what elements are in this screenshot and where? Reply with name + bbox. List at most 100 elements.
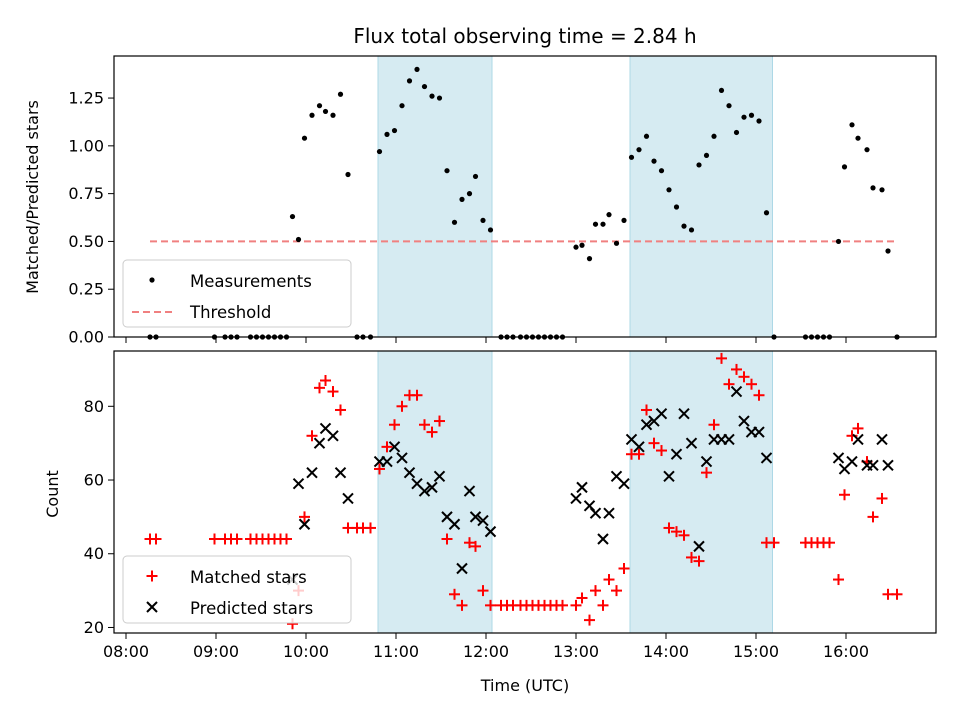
matched-star-point xyxy=(320,374,331,386)
measurement-point xyxy=(330,112,336,118)
predicted-star-point xyxy=(633,441,645,453)
y-tick-label: 0.75 xyxy=(68,184,104,203)
measurement-point xyxy=(681,223,687,229)
x-stroke-b xyxy=(342,492,354,505)
measurement-point xyxy=(376,148,383,155)
measurement-point xyxy=(651,158,657,164)
x-stroke-b xyxy=(441,511,453,523)
measurement-point xyxy=(345,171,351,178)
x-stroke-b xyxy=(876,433,888,446)
predicted-star-point xyxy=(882,459,894,471)
x-tick-label: 14:00 xyxy=(643,642,689,661)
x-stroke-b xyxy=(603,507,615,519)
measurement-point xyxy=(613,240,620,246)
y-tick-label: 0.25 xyxy=(68,280,104,299)
measurement-point xyxy=(472,173,479,180)
predicted-star-point xyxy=(313,437,326,449)
measurement-point xyxy=(733,129,740,136)
measurement-point xyxy=(451,219,458,225)
x-stroke-b xyxy=(583,500,596,512)
matched-star-point xyxy=(590,585,601,597)
measurement-point xyxy=(573,244,579,250)
matched-star-point xyxy=(701,467,712,479)
matched-star-point xyxy=(456,599,468,611)
measurement-point xyxy=(289,213,296,220)
matched-star-point xyxy=(411,389,423,401)
measurement-point xyxy=(586,256,593,262)
matched-star-point xyxy=(464,537,475,549)
matched-star-point xyxy=(150,533,162,545)
legend-label: Matched stars xyxy=(190,568,307,587)
x-stroke-b xyxy=(882,459,894,471)
matched-star-point xyxy=(833,574,844,586)
matched-star-point xyxy=(753,389,765,401)
measurement-point xyxy=(741,114,747,120)
matched-star-point xyxy=(306,430,318,442)
matched-star-point xyxy=(663,522,675,534)
legend-measurement-marker xyxy=(149,277,155,283)
measurement-point xyxy=(466,191,473,197)
x-stroke-b xyxy=(292,477,305,490)
matched-star-point xyxy=(746,378,757,390)
x-stroke-b xyxy=(313,437,326,449)
x-stroke-b xyxy=(469,511,482,523)
measurement-point xyxy=(718,87,725,94)
x-stroke-b xyxy=(655,407,668,420)
matched-star-point xyxy=(281,533,292,545)
chart-title: Flux total observing time = 2.84 h xyxy=(353,24,696,48)
x-stroke-b xyxy=(723,433,735,446)
x-stroke-b xyxy=(576,481,588,494)
measurement-point xyxy=(658,168,665,174)
matched-star-point xyxy=(716,352,727,364)
predicted-star-point xyxy=(298,518,311,530)
predicted-star-point xyxy=(867,459,879,471)
x-stroke-b xyxy=(618,477,630,490)
measurement-point xyxy=(406,78,413,84)
x-stroke-b xyxy=(633,441,645,453)
measurement-point xyxy=(592,221,599,227)
matched-star-point xyxy=(597,599,609,611)
matched-star-point xyxy=(426,426,438,438)
x-stroke-b xyxy=(730,385,743,398)
x-tick-label: 15:00 xyxy=(733,642,779,661)
x-stroke-b xyxy=(867,459,879,471)
legend-label: Predicted stars xyxy=(190,599,313,618)
matched-star-point xyxy=(441,533,453,545)
x-tick-label: 16:00 xyxy=(823,642,869,661)
predicted-star-point xyxy=(342,492,354,505)
measurement-point xyxy=(480,217,486,223)
predicted-star-point xyxy=(663,470,675,483)
measurement-point xyxy=(429,93,435,99)
measurement-point xyxy=(316,103,323,109)
matched-star-point xyxy=(381,441,393,453)
predicted-star-point xyxy=(292,477,305,490)
matched-star-point xyxy=(678,529,690,541)
matched-star-point xyxy=(434,415,445,427)
predicted-star-point xyxy=(327,430,339,442)
measurement-point xyxy=(322,108,329,115)
predicted-star-point xyxy=(700,455,713,468)
measurement-point xyxy=(295,236,302,243)
matched-star-point xyxy=(852,422,864,434)
x-stroke-b xyxy=(610,470,623,483)
predicted-star-point xyxy=(693,540,705,553)
x-stroke-b xyxy=(693,540,705,553)
bottom-panel: 08:00 09:00 10:00 11:00 12:00 13:00 14:00 15:00… xyxy=(84,350,937,661)
plot-frame xyxy=(113,55,937,338)
measurement-point xyxy=(436,95,443,101)
x-stroke-b xyxy=(334,466,347,479)
shaded-interval xyxy=(629,350,773,634)
matched-star-point xyxy=(693,555,705,567)
x-axis-label: Time (UTC) xyxy=(480,676,569,695)
matched-star-point xyxy=(824,537,835,549)
matched-star-point xyxy=(876,492,888,504)
measurement-point xyxy=(579,242,585,248)
predicted-star-point xyxy=(846,455,858,468)
x-stroke-b xyxy=(388,441,401,453)
predicted-star-point xyxy=(876,433,888,446)
x-tick-label: 09:00 xyxy=(193,642,239,661)
measurement-point xyxy=(628,154,635,160)
matched-star-point xyxy=(477,585,489,597)
matched-star-point xyxy=(365,522,376,534)
measurement-point xyxy=(309,112,315,118)
